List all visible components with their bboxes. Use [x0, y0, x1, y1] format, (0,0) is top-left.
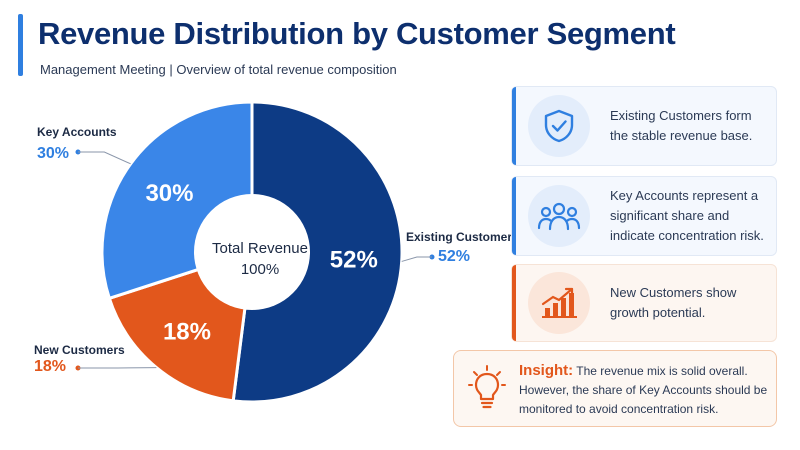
- card-text: New Customers show growth potential.: [610, 285, 737, 320]
- legend-value-new-customers: 18%: [34, 358, 67, 375]
- growth-chart-icon: [528, 272, 590, 334]
- card-text: Key Accounts represent a significant sha…: [610, 188, 764, 243]
- card-text: Existing Customers form the stable reven…: [610, 108, 753, 143]
- card-key-accounts: Key Accounts represent a significant sha…: [511, 176, 777, 256]
- center-value: 100%: [241, 261, 279, 278]
- card-accent: [512, 87, 516, 165]
- slice-label-existing-customers: 52%: [330, 246, 378, 273]
- center-label: Total Revenue: [212, 240, 308, 257]
- legend-label-key-accounts: Key Accounts: [37, 125, 117, 139]
- card-accent: [512, 177, 516, 255]
- card-existing-customers: Existing Customers form the stable reven…: [511, 86, 777, 166]
- page-title: Revenue Distribution by Customer Segment: [38, 16, 676, 51]
- insight-text: Insight: The revenue mix is solid overal…: [519, 361, 769, 419]
- people-group-icon: [528, 185, 590, 247]
- legend-label-existing-customers: Existing Customers: [406, 230, 519, 244]
- slice-label-key-accounts: 30%: [145, 180, 193, 207]
- pie-slice-existing-customers: [231, 100, 404, 404]
- leader-line-key-accounts: [78, 151, 131, 165]
- insight-label: Insight:: [519, 362, 574, 379]
- donut-hole: [194, 194, 310, 310]
- lightbulb-icon: [468, 364, 506, 419]
- insight-body: The revenue mix is solid overall. Howeve…: [519, 364, 768, 416]
- leader-line-existing-customers: [401, 256, 432, 262]
- title-accent-bar: [18, 14, 23, 76]
- shield-check-icon: [528, 95, 590, 157]
- insight-box: Insight: The revenue mix is solid overal…: [453, 350, 777, 427]
- legend-value-existing-customers: 52%: [438, 248, 471, 265]
- page-subtitle: Management Meeting | Overview of total r…: [40, 62, 397, 77]
- slice-label-new-customers: 18%: [163, 319, 211, 346]
- card-accent: [512, 265, 516, 341]
- legend-label-new-customers: New Customers: [34, 343, 125, 357]
- card-new-customers: New Customers show growth potential.: [511, 264, 777, 342]
- legend-value-key-accounts: 30%: [37, 145, 70, 162]
